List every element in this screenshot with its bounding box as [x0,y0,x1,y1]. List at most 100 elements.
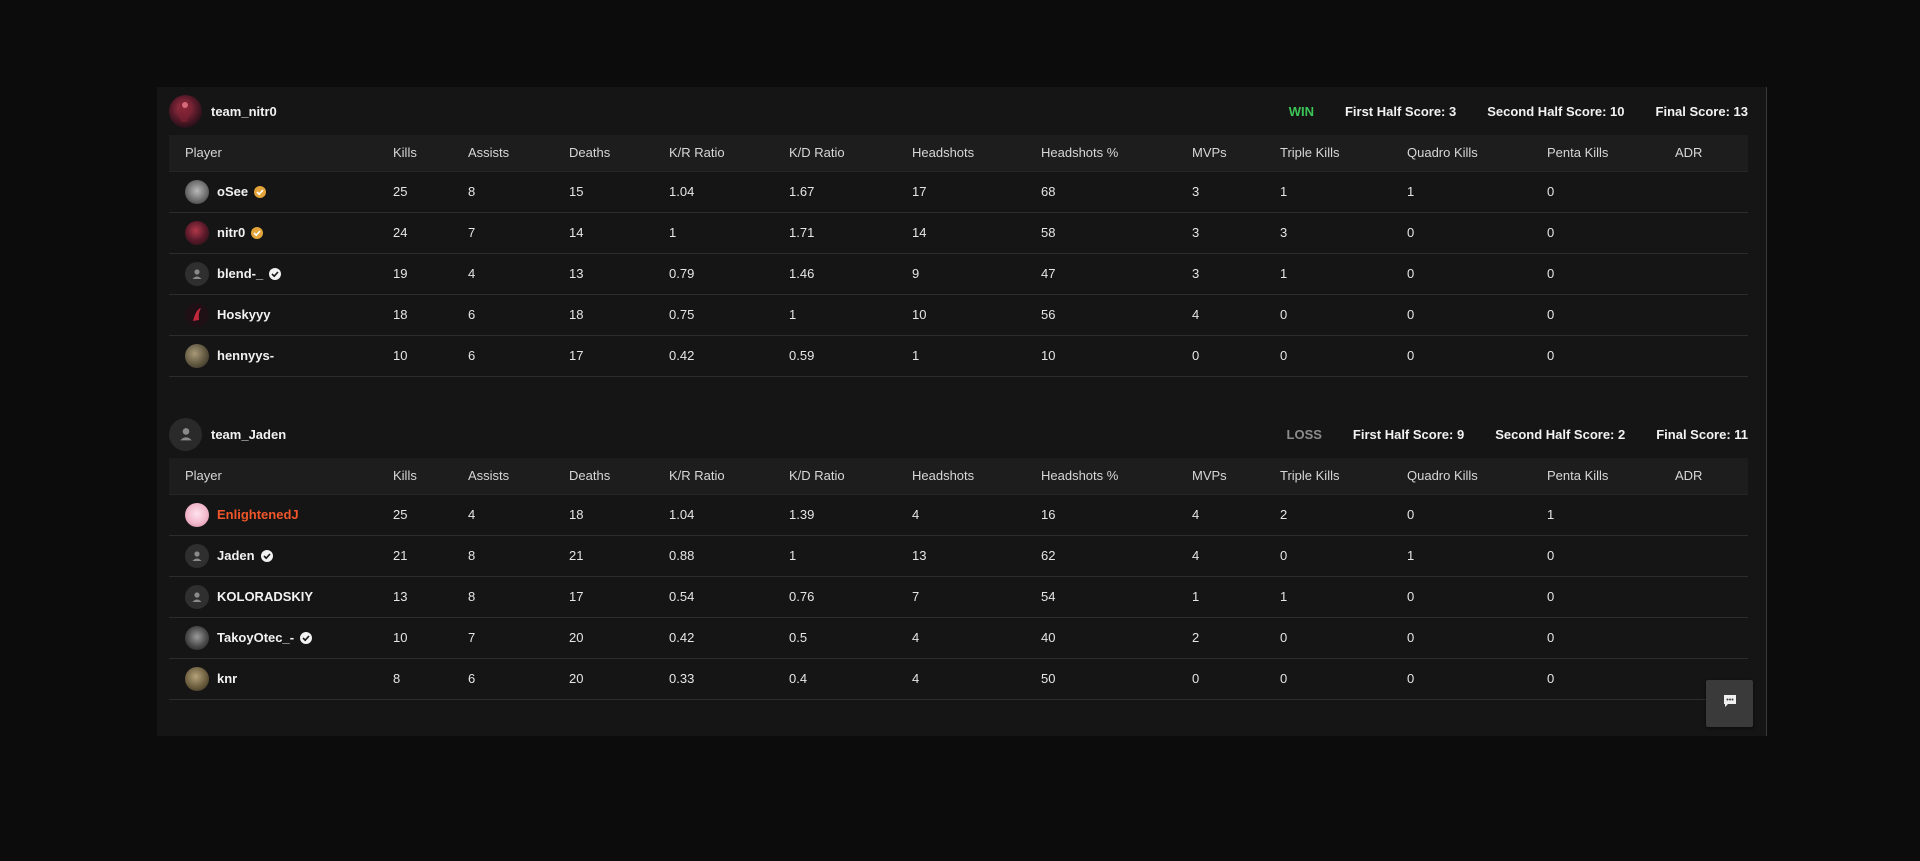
stat-quadro-kills: 0 [1407,212,1547,254]
col-header-player: Player [169,458,393,495]
col-header-mvps: MVPs [1192,135,1280,172]
stat-headshots-pct: 68 [1041,171,1192,213]
table-row: nitr0 24 7 14 1 1.71 14 58 3 3 0 0 [169,212,1748,254]
stat-kr-ratio: 1.04 [669,171,789,213]
stat-kr-ratio: 0.42 [669,617,789,659]
stat-headshots: 7 [912,576,1041,618]
player-cell[interactable]: nitr0 [185,220,393,245]
stat-adr [1675,253,1748,295]
stat-headshots-pct: 50 [1041,658,1192,700]
stat-kills: 10 [393,335,468,377]
player-name[interactable]: KOLORADSKIY [217,589,314,604]
stat-kd-ratio: 0.59 [789,335,912,377]
stat-deaths: 15 [569,171,669,213]
stat-headshots-pct: 10 [1041,335,1192,377]
stat-deaths: 21 [569,535,669,577]
stat-kr-ratio: 0.54 [669,576,789,618]
stat-kd-ratio: 1 [789,294,912,336]
col-header-headshots-pct: Headshots % [1041,458,1192,495]
player-stats-table: Player Kills Assists Deaths K/R Ratio K/… [169,458,1748,700]
stat-quadro-kills: 0 [1407,576,1547,618]
result-badge: WIN [1288,103,1314,119]
stat-adr [1675,617,1748,659]
player-cell[interactable]: Jaden [185,543,393,568]
stat-adr [1675,171,1748,213]
default-user-avatar [185,584,209,609]
stat-kr-ratio: 0.75 [669,294,789,336]
stat-triple-kills: 3 [1280,212,1407,254]
verified-icon [260,549,274,563]
player-name[interactable]: hennyys- [217,348,275,363]
stat-triple-kills: 1 [1280,171,1407,213]
col-header-kills: Kills [393,458,468,495]
chat-icon [1722,693,1738,714]
team-scores: WIN First Half Score: 3 Second Half Scor… [1258,104,1748,119]
stat-headshots-pct: 40 [1041,617,1192,659]
player-name[interactable]: knr [217,671,238,686]
stat-kd-ratio: 1.71 [789,212,912,254]
default-user-avatar [185,543,209,568]
table-row: KOLORADSKIY 13 8 17 0.54 0.76 7 54 1 1 0… [169,576,1748,618]
stat-deaths: 14 [569,212,669,254]
stat-triple-kills: 0 [1280,658,1407,700]
stat-deaths: 20 [569,617,669,659]
default-team-avatar[interactable] [169,417,202,451]
player-name[interactable]: blend-_ [217,266,264,281]
player-cell[interactable]: KOLORADSKIY [185,584,393,609]
player-name[interactable]: Jaden [217,548,255,563]
player-cell[interactable]: EnlightenedJ [185,502,393,527]
col-header-deaths: Deaths [569,458,669,495]
stat-assists: 4 [468,494,569,536]
player-cell[interactable]: knr [185,666,393,691]
player-name[interactable]: nitr0 [217,225,246,240]
team-name[interactable]: team_Jaden [211,426,287,442]
second-half-score: Second Half Score: 2 [1495,426,1626,442]
stat-triple-kills: 1 [1280,576,1407,618]
stat-assists: 6 [468,294,569,336]
stat-assists: 8 [468,535,569,577]
table-header-row: Player Kills Assists Deaths K/R Ratio K/… [169,458,1748,495]
team-name[interactable]: team_nitr0 [211,103,277,119]
stat-kills: 18 [393,294,468,336]
player-cell[interactable]: hennyys- [185,343,393,368]
stat-penta-kills: 1 [1547,494,1675,536]
stat-headshots-pct: 58 [1041,212,1192,254]
player-cell[interactable]: blend-_ [185,261,393,286]
player-name[interactable]: Hoskyyy [217,307,271,322]
player-name[interactable]: EnlightenedJ [217,507,299,522]
stat-deaths: 17 [569,576,669,618]
team-block-2: team_Jaden LOSS First Half Score: 9 Seco… [169,410,1748,700]
col-header-triple-kills: Triple Kills [1280,135,1407,172]
stat-headshots: 4 [912,617,1041,659]
stat-penta-kills: 0 [1547,617,1675,659]
player-name[interactable]: oSee [217,184,249,199]
result-badge: LOSS [1286,426,1322,442]
chat-button[interactable] [1706,680,1753,727]
stat-kd-ratio: 1 [789,535,912,577]
player-cell[interactable]: TakoyOtec_- [185,625,393,650]
stat-kd-ratio: 0.4 [789,658,912,700]
stat-adr [1675,494,1748,536]
stat-kills: 21 [393,535,468,577]
stat-mvps: 1 [1192,576,1280,618]
player-cell[interactable]: oSee [185,179,393,204]
stat-triple-kills: 0 [1280,335,1407,377]
col-header-headshots-pct: Headshots % [1041,135,1192,172]
player-cell[interactable]: Hoskyyy [185,302,393,327]
stat-kr-ratio: 0.88 [669,535,789,577]
col-header-assists: Assists [468,135,569,172]
stat-assists: 6 [468,335,569,377]
stat-kd-ratio: 1.46 [789,253,912,295]
player-name[interactable]: TakoyOtec_- [217,630,295,645]
team-nitr0-avatar[interactable] [169,94,202,128]
col-header-triple-kills: Triple Kills [1280,458,1407,495]
photo-avatar [185,302,209,327]
verified-icon [268,267,282,281]
team-scores: LOSS First Half Score: 9 Second Half Sco… [1256,427,1748,442]
col-header-deaths: Deaths [569,135,669,172]
stat-quadro-kills: 0 [1407,617,1547,659]
stat-kills: 19 [393,253,468,295]
match-scoreboard-panel: team_nitr0 WIN First Half Score: 3 Secon… [157,87,1767,736]
stat-deaths: 20 [569,658,669,700]
team-identity: team_nitr0 [169,94,277,128]
